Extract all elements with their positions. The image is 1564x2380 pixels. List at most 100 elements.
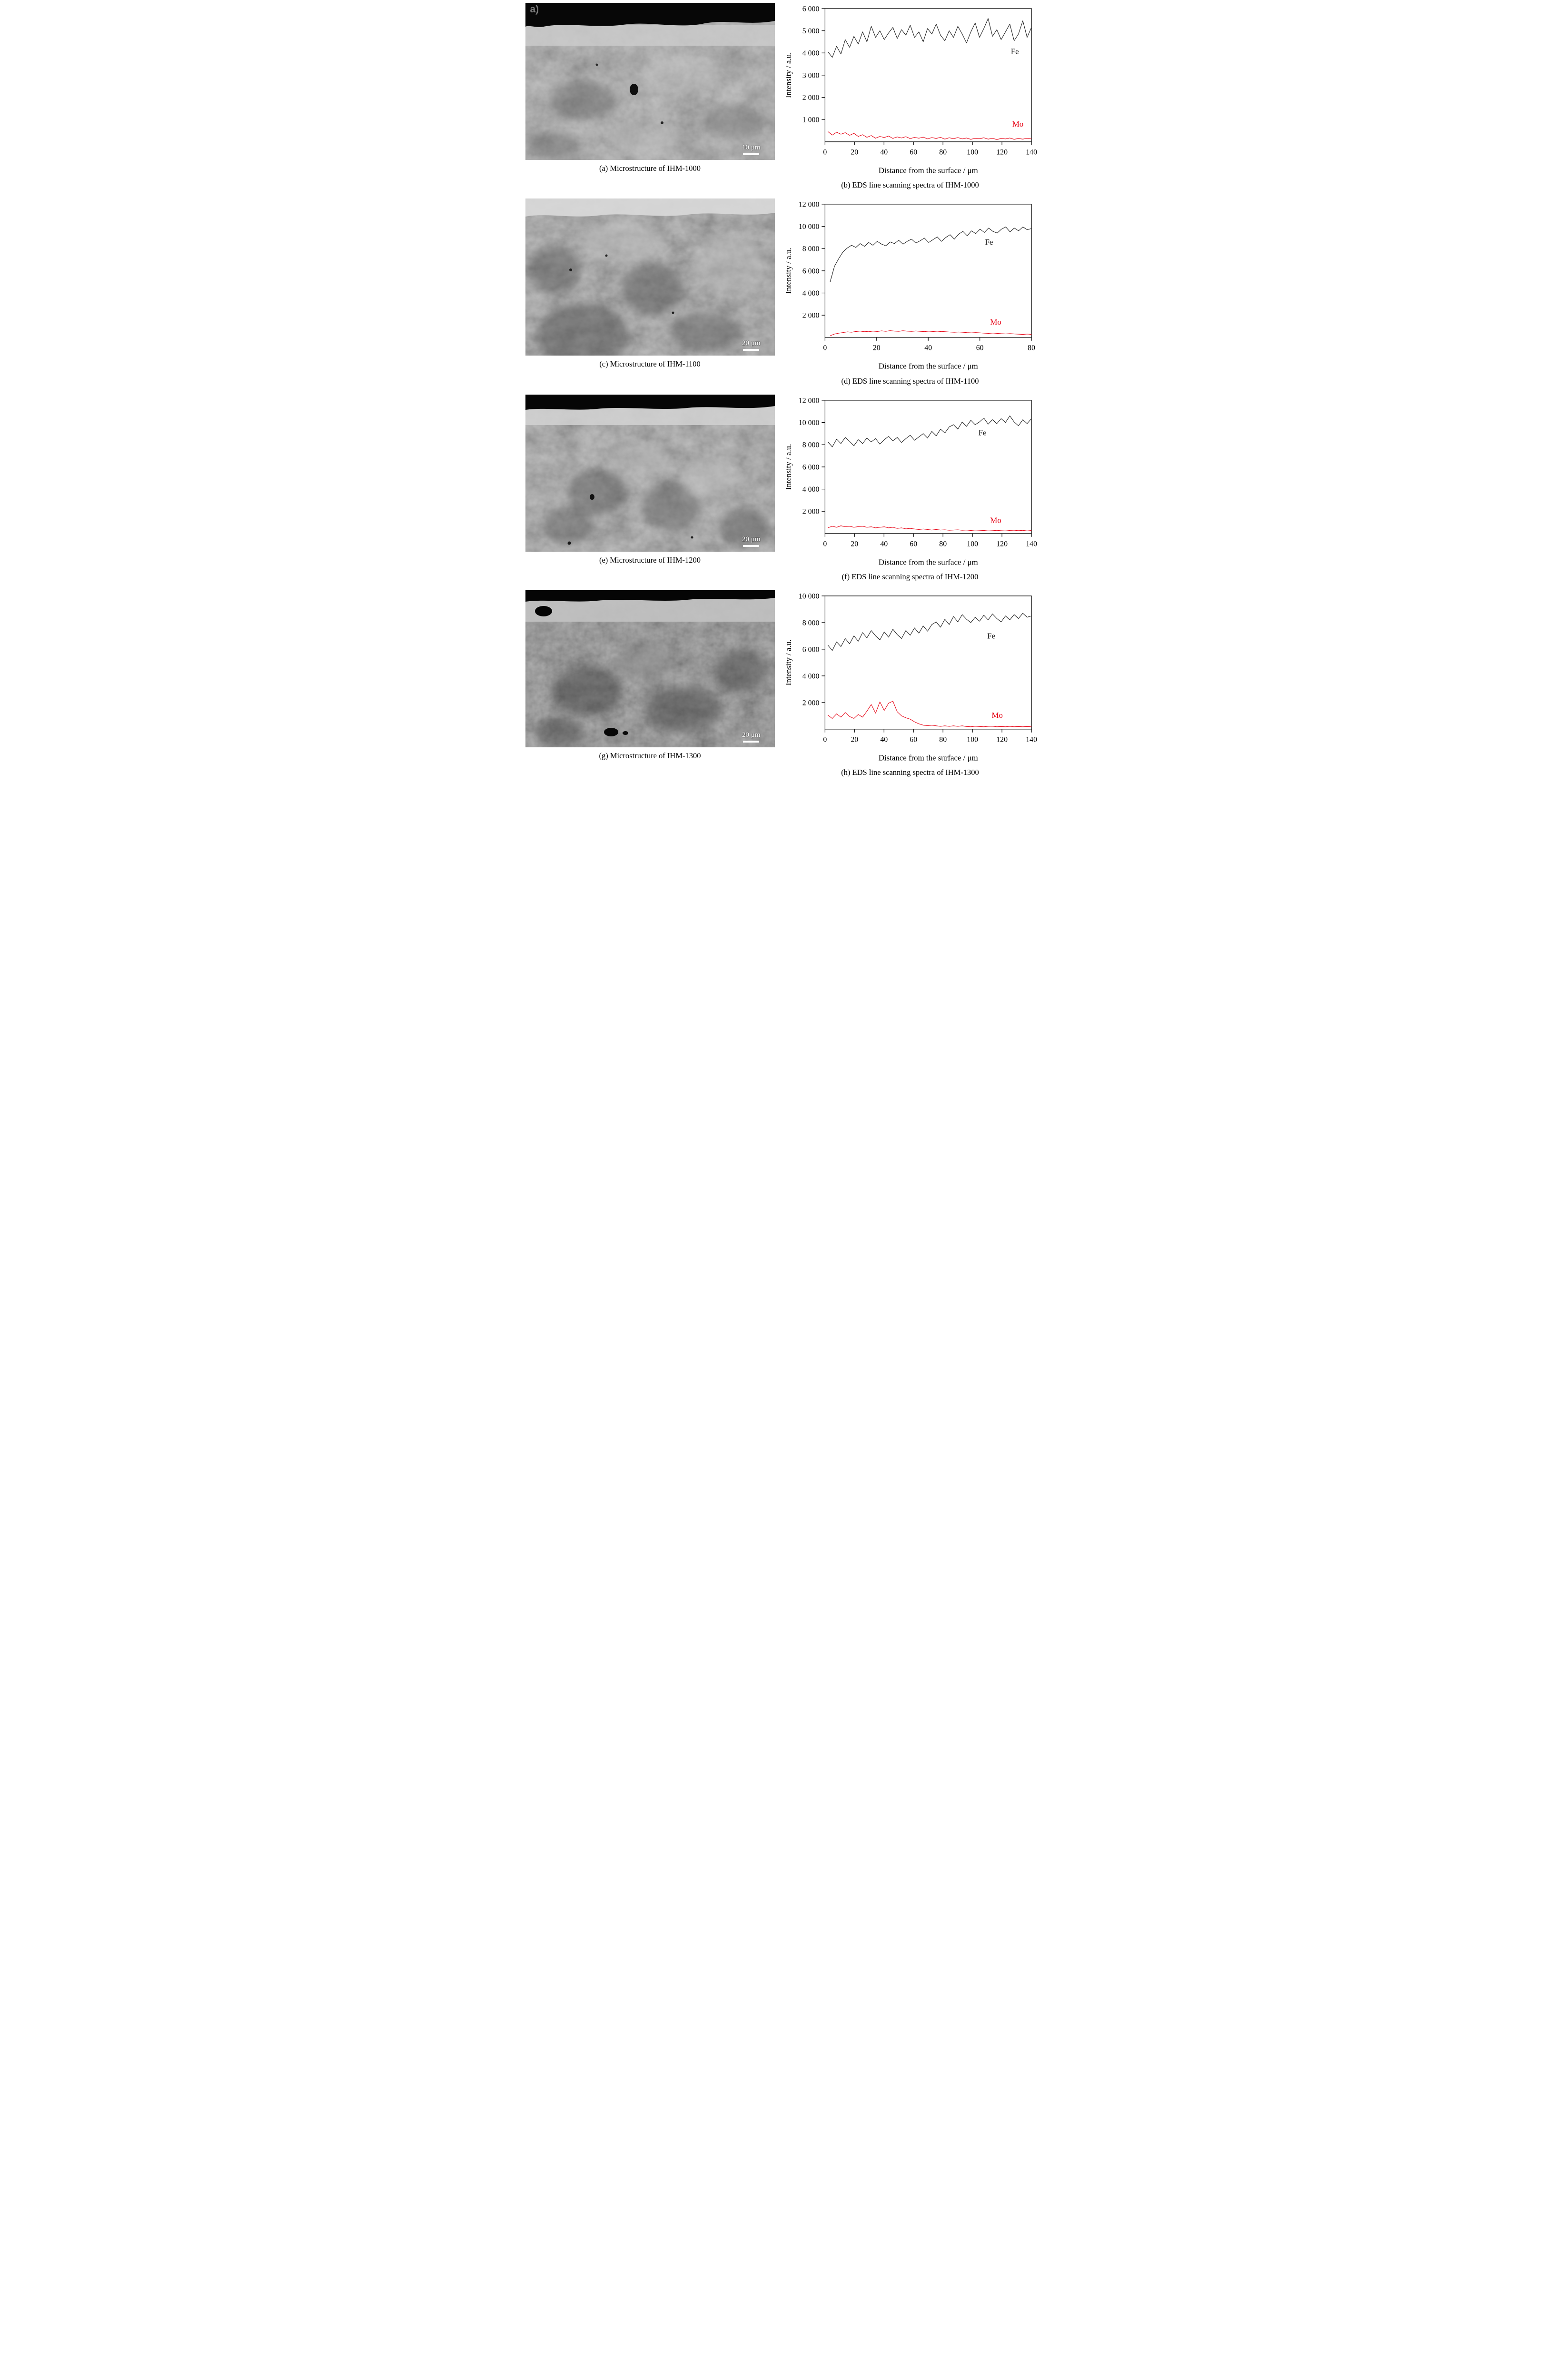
svg-text:4 000: 4 000 <box>802 486 819 494</box>
svg-text:6 000: 6 000 <box>802 645 819 654</box>
svg-text:Intensity / a.u.: Intensity / a.u. <box>783 444 792 489</box>
svg-text:60: 60 <box>976 344 983 352</box>
svg-text:140: 140 <box>1026 736 1037 744</box>
svg-text:120: 120 <box>996 540 1008 548</box>
svg-text:80: 80 <box>939 149 947 157</box>
svg-text:2 000: 2 000 <box>802 94 819 102</box>
svg-text:1 000: 1 000 <box>802 116 819 124</box>
svg-text:Distance from the surface / μm: Distance from the surface / μm <box>878 166 978 175</box>
svg-text:12 000: 12 000 <box>798 397 819 405</box>
svg-text:8 000: 8 000 <box>802 619 819 627</box>
svg-text:Intensity / a.u.: Intensity / a.u. <box>783 52 792 98</box>
svg-text:5 000: 5 000 <box>802 27 819 35</box>
svg-text:0: 0 <box>823 736 827 744</box>
micro-panel-a: a) 10 μm (a) Microstructure of IHM-1000 <box>525 3 775 173</box>
micro-caption-e: (e) Microstructure of IHM-1200 <box>599 555 701 565</box>
svg-text:2 000: 2 000 <box>802 507 819 516</box>
svg-text:6 000: 6 000 <box>802 463 819 471</box>
micro-panel-e: 20 μm (e) Microstructure of IHM-1200 <box>525 394 775 565</box>
svg-text:8 000: 8 000 <box>802 245 819 253</box>
svg-text:140: 140 <box>1026 540 1037 548</box>
svg-text:2 000: 2 000 <box>802 699 819 707</box>
svg-text:20: 20 <box>851 149 858 157</box>
scalebar-label: 10 μm <box>742 144 760 155</box>
svg-text:60: 60 <box>910 540 917 548</box>
svg-text:80: 80 <box>1028 344 1035 352</box>
svg-text:20: 20 <box>851 736 858 744</box>
svg-text:10 000: 10 000 <box>798 592 819 600</box>
svg-text:Intensity / a.u.: Intensity / a.u. <box>783 248 792 294</box>
svg-text:Mo: Mo <box>990 516 1001 525</box>
svg-text:Intensity / a.u.: Intensity / a.u. <box>783 640 792 685</box>
svg-text:3 000: 3 000 <box>802 71 819 79</box>
svg-text:60: 60 <box>910 736 917 744</box>
svg-text:140: 140 <box>1026 149 1037 157</box>
micrograph-ihm-1100: 20 μm <box>525 198 775 356</box>
svg-text:Fe: Fe <box>987 631 995 640</box>
scalebar-label: 20 μm <box>742 339 760 351</box>
svg-text:Fe: Fe <box>1010 47 1019 56</box>
sem-image-e <box>525 394 775 552</box>
figure-row-ihm-1300: 20 μm (g) Microstructure of IHM-1300 2 0… <box>525 590 1039 777</box>
micro-caption-c: (c) Microstructure of IHM-1100 <box>599 359 701 369</box>
chart-caption-f: (f) EDS line scanning spectra of IHM-120… <box>841 572 979 581</box>
micro-caption-g: (g) Microstructure of IHM-1300 <box>599 751 701 760</box>
svg-text:80: 80 <box>939 736 947 744</box>
svg-text:4 000: 4 000 <box>802 50 819 58</box>
chart-panel-d: 2 000 4 000 6 000 8 000 10 000 12 000 0 20 40 60 8… <box>782 198 1039 386</box>
svg-text:120: 120 <box>996 736 1008 744</box>
svg-text:6 000: 6 000 <box>802 5 819 13</box>
eds-spectra-plot: 2 000 4 000 6 000 8 000 10 000 12 000 0 20 40 60 8… <box>783 201 1035 371</box>
svg-text:40: 40 <box>880 736 888 744</box>
micro-panel-g: 20 μm (g) Microstructure of IHM-1300 <box>525 590 775 761</box>
micrograph-ihm-1200: 20 μm <box>525 394 775 552</box>
micrograph-ihm-1000: a) 10 μm <box>525 3 775 160</box>
svg-text:8 000: 8 000 <box>802 441 819 449</box>
svg-text:Distance from the surface / μm: Distance from the surface / μm <box>878 753 978 762</box>
eds-chart-ihm-1300: 2 000 4 000 6 000 8 000 10 000 0 20 40 60 80 100 12… <box>782 590 1039 764</box>
svg-text:0: 0 <box>823 540 827 548</box>
sem-image-a <box>525 3 775 160</box>
svg-text:12 000: 12 000 <box>798 201 819 209</box>
svg-text:0: 0 <box>823 149 827 157</box>
svg-text:Fe: Fe <box>978 428 986 437</box>
chart-caption-b: (b) EDS line scanning spectra of IHM-100… <box>841 180 979 190</box>
figure-page: a) 10 μm (a) Microstructure of IHM-1000 … <box>521 0 1043 793</box>
svg-text:60: 60 <box>910 149 917 157</box>
micrograph-ihm-1300: 20 μm <box>525 590 775 747</box>
scalebar-label: 20 μm <box>742 731 760 743</box>
micro-panel-c: 20 μm (c) Microstructure of IHM-1100 <box>525 198 775 369</box>
eds-spectra-plot: 1 000 2 000 3 000 4 000 5 000 6 000 0 20 40 60 80 1… <box>783 5 1037 175</box>
svg-text:4 000: 4 000 <box>802 672 819 680</box>
eds-chart-ihm-1000: 1 000 2 000 3 000 4 000 5 000 6 000 0 20 40 60 80 1… <box>782 3 1039 177</box>
svg-text:40: 40 <box>924 344 932 352</box>
svg-text:6 000: 6 000 <box>802 268 819 276</box>
svg-text:Mo: Mo <box>990 317 1001 327</box>
svg-text:Mo: Mo <box>991 711 1002 720</box>
svg-text:80: 80 <box>939 540 947 548</box>
svg-text:100: 100 <box>967 736 978 744</box>
svg-text:0: 0 <box>823 344 827 352</box>
svg-text:40: 40 <box>880 149 888 157</box>
figure-row-ihm-1100: 20 μm (c) Microstructure of IHM-1100 2 0… <box>525 198 1039 386</box>
svg-text:100: 100 <box>967 149 978 157</box>
eds-chart-ihm-1100: 2 000 4 000 6 000 8 000 10 000 12 000 0 20 40 60 8… <box>782 198 1039 372</box>
chart-panel-h: 2 000 4 000 6 000 8 000 10 000 0 20 40 60 80 100 12… <box>782 590 1039 777</box>
sem-image-c <box>525 198 775 356</box>
chart-caption-h: (h) EDS line scanning spectra of IHM-130… <box>841 768 979 777</box>
svg-text:10 000: 10 000 <box>798 223 819 231</box>
svg-text:Distance from the surface / μm: Distance from the surface / μm <box>878 557 978 566</box>
svg-text:Fe: Fe <box>985 238 993 247</box>
svg-text:4 000: 4 000 <box>802 289 819 298</box>
eds-spectra-plot: 2 000 4 000 6 000 8 000 10 000 12 000 0 20 40 60 8… <box>783 397 1037 566</box>
svg-text:20: 20 <box>872 344 880 352</box>
micro-caption-a: (a) Microstructure of IHM-1000 <box>599 164 701 173</box>
svg-text:40: 40 <box>880 540 888 548</box>
chart-panel-f: 2 000 4 000 6 000 8 000 10 000 12 000 0 20 40 60 8… <box>782 395 1039 582</box>
chart-caption-d: (d) EDS line scanning spectra of IHM-110… <box>841 376 979 386</box>
eds-chart-ihm-1200: 2 000 4 000 6 000 8 000 10 000 12 000 0 20 40 60 8… <box>782 395 1039 568</box>
sem-image-g <box>525 590 775 747</box>
svg-text:100: 100 <box>967 540 978 548</box>
panel-corner-label: a) <box>530 4 539 15</box>
figure-row-ihm-1200: 20 μm (e) Microstructure of IHM-1200 2 0… <box>525 394 1039 582</box>
